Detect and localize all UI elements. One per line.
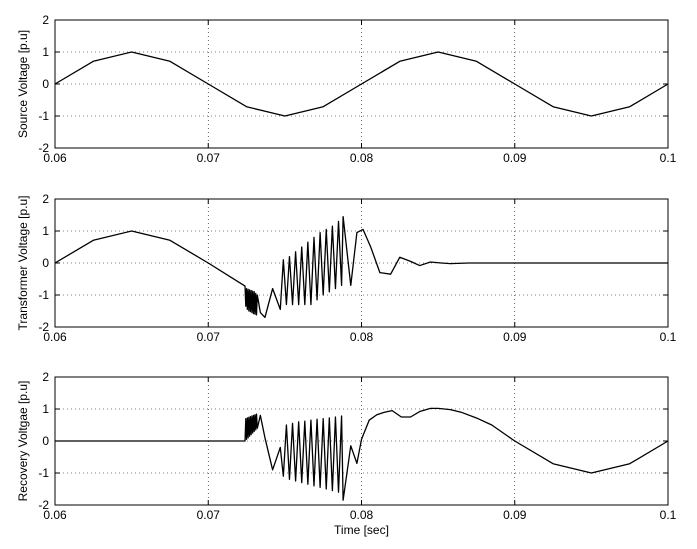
x-tick-label: 0.07 [197, 151, 221, 165]
y-tick-label: 0 [42, 256, 49, 270]
y-tick-label: -2 [38, 498, 49, 512]
transformer-voltage-panel: 0.06 0.07 0.08 0.09 0.1 -2 -1 0 1 2 Transformer … [16, 192, 677, 344]
transformer-voltage-line [54, 215, 668, 319]
x-tick-label: 0.08 [350, 330, 374, 344]
x-tick-label: 0.1 [660, 151, 677, 165]
y-tick-label: -2 [38, 320, 49, 334]
x-tick-label: 0.09 [503, 151, 527, 165]
plot-frame [54, 198, 669, 328]
source-voltage-line [54, 51, 669, 117]
y-tick-label: 2 [42, 370, 49, 384]
y-tick-label: 0 [42, 77, 49, 91]
y-tick-labels: -2 -1 0 1 2 [38, 370, 49, 512]
x-tick-label: 0.07 [197, 508, 221, 522]
y-tick-label: -1 [38, 288, 49, 302]
plot-frame [54, 376, 669, 506]
y-tick-label: -1 [38, 109, 49, 123]
y-axis-label: Recovery Voltgae [p.u] [16, 381, 30, 502]
x-tick-label: 0.06 [43, 330, 67, 344]
x-tick-label: 0.06 [43, 151, 67, 165]
x-tick-label: 0.1 [660, 330, 677, 344]
recovery-voltage-line [55, 407, 669, 501]
y-tick-label: 1 [42, 402, 49, 416]
recovery-voltage-panel: 0.06 0.07 0.08 0.09 0.1 -2 -1 0 1 2 Recovery Vol… [16, 370, 677, 537]
x-tick-labels: 0.06 0.07 0.08 0.09 0.1 [43, 330, 676, 344]
x-tick-label: 0.08 [350, 508, 374, 522]
y-tick-labels: -2 -1 0 1 2 [38, 192, 49, 334]
x-tick-label: 0.09 [503, 508, 527, 522]
x-tick-labels: 0.06 0.07 0.08 0.09 0.1 [43, 151, 676, 165]
y-tick-label: 0 [42, 434, 49, 448]
y-tick-label: 1 [42, 45, 49, 59]
y-tick-labels: -2 -1 0 1 2 [38, 13, 49, 155]
x-tick-label: 0.08 [350, 151, 374, 165]
y-tick-label: 1 [42, 224, 49, 238]
y-axis-label: Transformer Voltage [p.u] [16, 196, 30, 331]
y-tick-label: 2 [42, 13, 49, 27]
plot-frame [54, 19, 669, 149]
y-tick-label: -1 [38, 466, 49, 480]
y-tick-label: -2 [38, 141, 49, 155]
x-axis-label: Time [sec] [334, 523, 389, 537]
x-tick-label: 0.06 [43, 508, 67, 522]
y-axis-label: Source Voltage [p.u] [16, 30, 30, 138]
x-tick-label: 0.07 [197, 330, 221, 344]
x-tick-label: 0.09 [503, 330, 527, 344]
x-tick-label: 0.1 [660, 508, 677, 522]
y-tick-label: 2 [42, 192, 49, 206]
x-tick-labels: 0.06 0.07 0.08 0.09 0.1 [43, 508, 676, 522]
source-voltage-panel: 0.06 0.07 0.08 0.09 0.1 -2 -1 0 1 2 Source Volta… [16, 13, 677, 165]
